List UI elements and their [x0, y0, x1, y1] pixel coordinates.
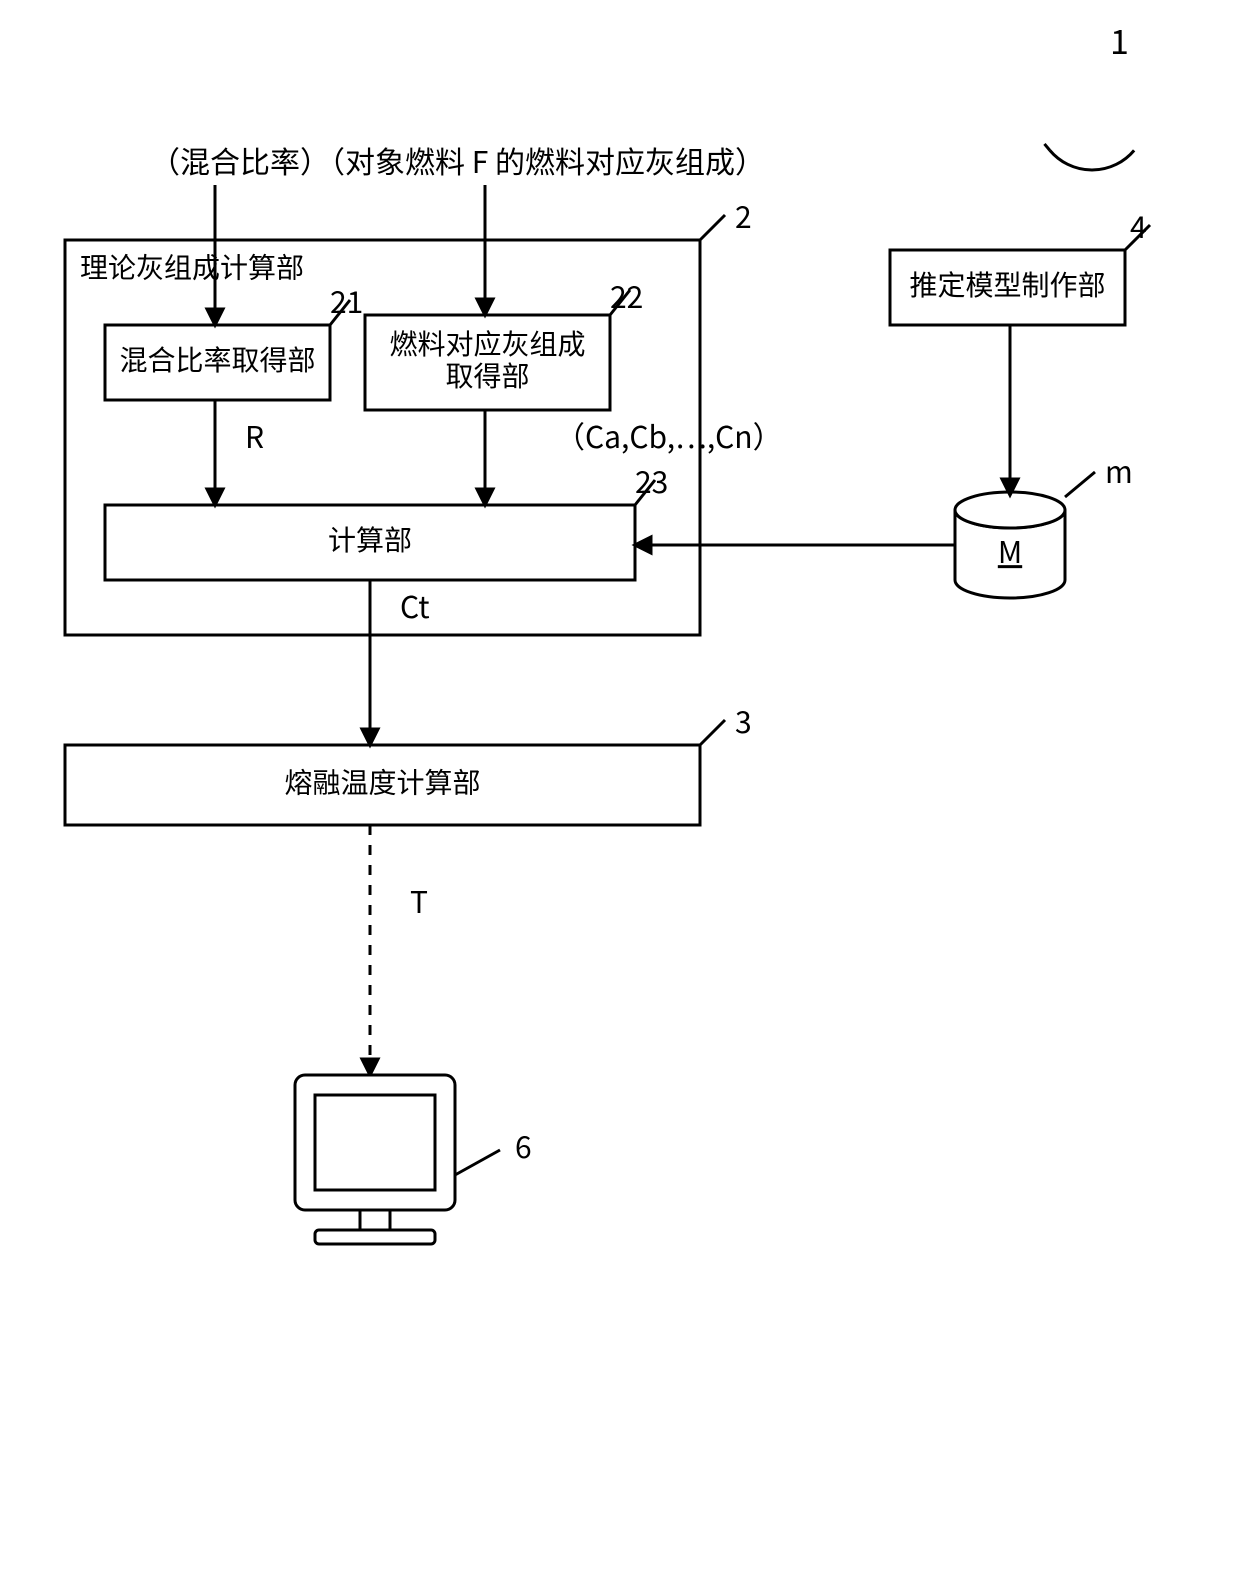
- fig-number: 1: [1110, 15, 1129, 64]
- label-R: R: [245, 413, 264, 457]
- box4-num: 4: [1130, 203, 1147, 247]
- input-left-label: （混合比率）: [150, 138, 330, 182]
- cylinder-top: [955, 492, 1065, 528]
- box21-num: 21: [330, 278, 363, 322]
- leader: [700, 215, 725, 240]
- cylinder-M: M: [998, 528, 1022, 572]
- box21-label: 混合比率取得部: [119, 339, 315, 379]
- monitor-base: [315, 1230, 435, 1244]
- outer-title: 理论灰组成计算部: [80, 247, 304, 287]
- leader: [455, 1150, 500, 1175]
- box3-num: 3: [735, 698, 752, 742]
- box23-label: 计算部: [328, 519, 412, 559]
- label-T: T: [410, 878, 428, 922]
- input-right-label: （对象燃料 F 的燃料对应灰组成）: [315, 138, 765, 182]
- box22-num: 22: [610, 273, 643, 317]
- label-m: m: [1105, 448, 1133, 492]
- box23-num: 23: [635, 458, 668, 502]
- fig-arc: [1050, 150, 1134, 170]
- box22-l2: 取得部: [445, 355, 529, 395]
- fig-arc-tick: [1044, 144, 1049, 150]
- label-Ct: Ct: [400, 583, 430, 627]
- leader: [700, 720, 725, 745]
- monitor-num: 6: [515, 1123, 532, 1167]
- outer-num: 2: [735, 193, 752, 237]
- label-Cabc: （Ca,Cb,…,Cn）: [555, 413, 783, 457]
- box3-label: 熔融温度计算部: [284, 762, 480, 802]
- leader: [1065, 472, 1095, 497]
- box4-label: 推定模型制作部: [909, 264, 1105, 304]
